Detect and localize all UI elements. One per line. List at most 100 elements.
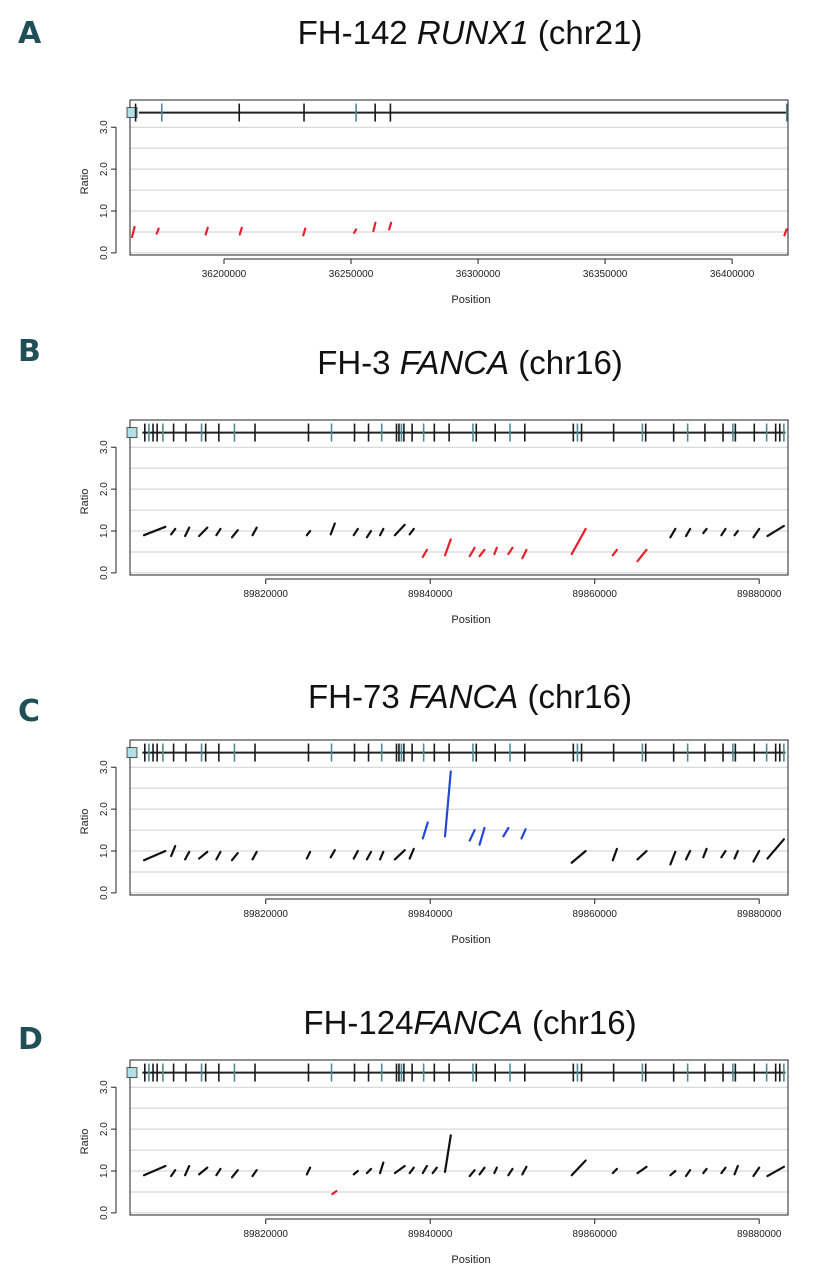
x-tick-label: 36400000 <box>710 269 755 280</box>
y-axis: 0.0 1.0 2.0 3.0 <box>99 1080 117 1220</box>
ratio-segment-normal <box>408 847 415 860</box>
plot-frame <box>129 739 789 896</box>
title-sample: FH-124 <box>303 1004 414 1041</box>
gene-model <box>126 743 786 762</box>
ratio-segment-normal <box>507 1167 514 1177</box>
x-tick-label: 36200000 <box>202 269 247 280</box>
x-tick-label: 89880000 <box>737 1229 782 1240</box>
ratio-segment-loss <box>570 527 587 556</box>
ratio-segment-normal <box>329 849 336 859</box>
x-axis-label: Position <box>451 294 490 306</box>
ratio-segment-normal <box>669 850 677 866</box>
title-gene: RUNX1 <box>416 14 529 51</box>
ratio-segment-gain <box>421 821 429 840</box>
y-tick-label: 0.0 <box>99 1206 110 1220</box>
ratio-segment-normal <box>684 849 692 861</box>
ratio-segment-gain <box>468 828 476 842</box>
gridlines <box>130 126 788 254</box>
ratio-segment-loss <box>331 1190 338 1196</box>
title-gene: FANCA <box>408 678 519 715</box>
y-axis-label: Ratio <box>79 169 91 195</box>
x-tick-label: 89840000 <box>408 1229 453 1240</box>
y-tick-label: 3.0 <box>99 120 110 134</box>
x-tick-label: 89860000 <box>572 589 617 600</box>
x-tick-label: 36350000 <box>583 269 628 280</box>
gene-model <box>126 1063 786 1082</box>
ratio-segment-normal <box>702 527 708 535</box>
panel-letter: A <box>18 16 42 51</box>
y-axis: 0.0 1.0 2.0 3.0 <box>99 760 117 900</box>
ratio-segment-normal <box>378 527 385 537</box>
x-axis-label: Position <box>451 1254 490 1266</box>
ratio-segment-normal <box>766 838 785 860</box>
ratio-segment-normal <box>684 527 692 538</box>
x-tick-label: 89840000 <box>408 909 453 920</box>
ratio-segment-normal <box>636 849 648 861</box>
ratio-segment-gain <box>520 828 527 840</box>
plot-frame <box>129 419 789 576</box>
x-axis: 89820000 89840000 89860000 89880000 <box>243 578 782 600</box>
ratio-segment-loss <box>636 548 648 563</box>
y-tick-label: 2.0 <box>99 162 110 176</box>
x-axis-label: Position <box>451 614 490 626</box>
ratio-segment-normal <box>752 849 761 863</box>
ratio-segment-normal <box>408 527 415 536</box>
ratio-segment-normal <box>393 849 406 861</box>
gene-model <box>126 423 786 442</box>
title-chromosome: (chr21) <box>528 14 643 51</box>
ratio-segment-normal <box>197 1166 209 1176</box>
ratio-segment-loss <box>372 221 377 233</box>
y-tick-label: 1.0 <box>99 204 110 218</box>
ratio-segment-normal <box>230 1169 239 1179</box>
ratio-segment-loss <box>443 538 452 557</box>
y-tick-label: 3.0 <box>99 440 110 454</box>
ratio-segment-loss <box>468 546 476 558</box>
cnv-plot-a: 0.0 1.0 2.0 3.0 Ratio 36200000 36250000 3630000… <box>79 99 789 306</box>
ratio-segment-normal <box>352 1169 359 1176</box>
title-sample: FH-73 <box>308 678 409 715</box>
x-axis: 89820000 89840000 89860000 89880000 <box>243 1218 782 1240</box>
ratio-segment-normal <box>570 849 587 864</box>
ratio-segment-normal <box>230 529 239 539</box>
ratio-segment-normal <box>421 1164 429 1175</box>
ratio-segments <box>142 1134 785 1196</box>
panel-title: FH-3 FANCA (chr16) <box>0 344 822 382</box>
ratio-segment-normal <box>408 1166 415 1175</box>
ratio-segment-loss <box>783 228 788 237</box>
ratio-segment-normal <box>669 1169 677 1177</box>
ratio-segment-normal <box>752 527 761 539</box>
gridlines <box>130 1086 788 1214</box>
x-tick-label: 89820000 <box>243 1229 288 1240</box>
x-axis: 89820000 89840000 89860000 89880000 <box>243 898 782 920</box>
ratio-segment-normal <box>669 527 677 539</box>
title-sample: FH-142 <box>297 14 417 51</box>
ratio-segment-normal <box>720 527 727 537</box>
x-tick-label: 89860000 <box>572 909 617 920</box>
title-chromosome: (chr16) <box>522 1004 637 1041</box>
x-axis: 36200000 36250000 36300000 36350000 36400000 <box>202 258 755 280</box>
ratio-segment-normal <box>184 1164 191 1177</box>
ratio-segment-loss <box>352 228 358 234</box>
cnv-plot-d: 0.0 1.0 2.0 3.0 Ratio 89820000 89840000 8986000… <box>79 1059 789 1266</box>
ratio-segment-normal <box>720 1166 727 1175</box>
panel-letter: C <box>18 694 41 729</box>
y-tick-label: 2.0 <box>99 802 110 816</box>
ratio-segment-normal <box>329 522 336 536</box>
ratio-segment-normal <box>720 849 727 859</box>
ratio-segment-normal <box>570 1159 587 1177</box>
ratio-segment-normal <box>766 1165 785 1178</box>
y-axis: 0.0 1.0 2.0 3.0 <box>99 440 117 580</box>
ratio-segment-normal <box>393 523 406 537</box>
ratio-segment-normal <box>752 1166 761 1178</box>
ratio-segment-normal <box>184 526 191 538</box>
ratio-segment-loss <box>507 546 514 556</box>
y-tick-label: 1.0 <box>99 844 110 858</box>
gene-strand-box <box>126 1067 138 1078</box>
ratio-segment-normal <box>684 1169 692 1178</box>
y-tick-label: 0.0 <box>99 886 110 900</box>
ratio-segment-normal <box>636 1165 648 1175</box>
ratio-segment-normal <box>251 526 258 537</box>
ratio-segment-normal <box>352 527 359 537</box>
x-tick-label: 36300000 <box>456 269 501 280</box>
ratio-segment-normal <box>378 850 385 861</box>
